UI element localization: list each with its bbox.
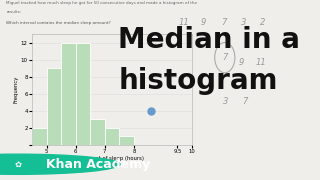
Text: Miguel tracked how much sleep he got for 50 consecutive days and made a histogra: Miguel tracked how much sleep he got for… (6, 1, 197, 5)
Text: Which interval contains the median sleep amount?: Which interval contains the median sleep… (6, 21, 111, 25)
Bar (61, 43, 76, 145)
Text: 3: 3 (241, 18, 246, 27)
Text: 7: 7 (221, 18, 227, 27)
Text: histogram: histogram (118, 67, 278, 95)
Text: 3: 3 (223, 97, 228, 106)
Bar (76, 43, 90, 145)
Bar (32, 128, 46, 145)
Text: 7: 7 (222, 53, 228, 62)
Y-axis label: Frequency: Frequency (13, 76, 18, 103)
Text: 11: 11 (179, 18, 189, 27)
Bar (105, 128, 119, 145)
Bar (90, 119, 105, 145)
Bar (46, 68, 61, 145)
Text: Median in a: Median in a (118, 26, 300, 54)
Text: ✿: ✿ (14, 160, 21, 169)
Bar (119, 136, 134, 145)
Text: 9: 9 (239, 58, 244, 67)
Text: Khan Academy: Khan Academy (46, 158, 151, 171)
Text: results:: results: (6, 10, 21, 14)
Text: 11: 11 (255, 58, 266, 67)
Circle shape (0, 154, 120, 174)
Text: 9: 9 (201, 18, 206, 27)
Text: 7: 7 (242, 97, 247, 106)
Text: 2: 2 (260, 18, 265, 27)
X-axis label: Amount of sleep (hours): Amount of sleep (hours) (80, 156, 144, 161)
